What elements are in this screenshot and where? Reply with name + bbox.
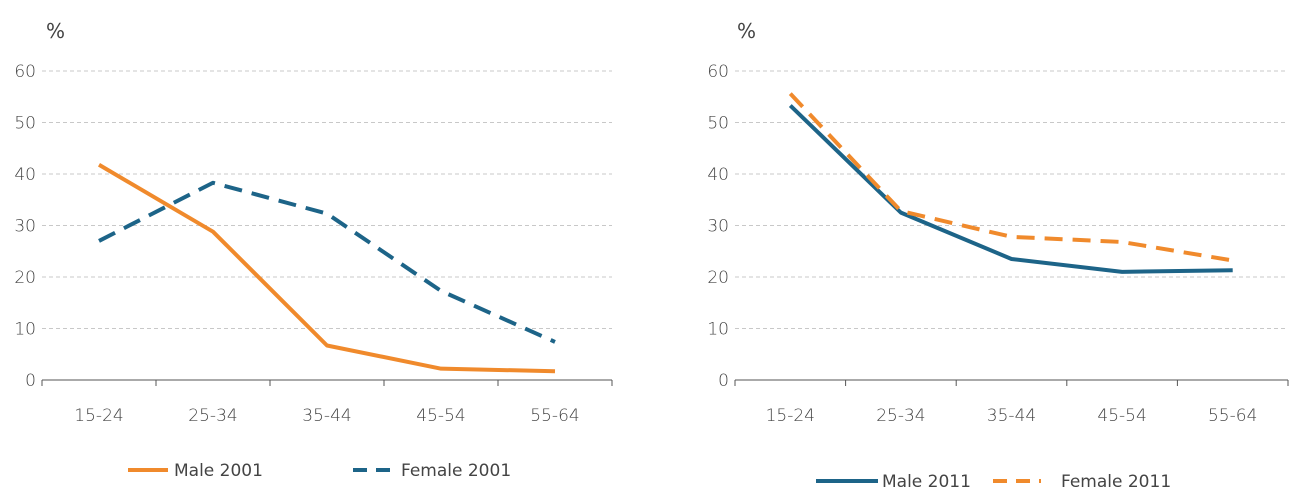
x-tick-label: 25-34 [876,406,925,426]
y-tick-label: 60 [14,62,36,82]
y-tick-label: 30 [14,217,36,237]
y-tick-label: 10 [14,320,36,340]
y-tick-label: 50 [14,114,36,134]
x-tick-label: 25-34 [188,406,237,426]
y-tick-label: 0 [25,371,36,391]
series-line-male-2011 [788,104,1233,274]
y-tick-label: 10 [707,320,729,340]
series-line-female-2011 [788,92,1234,263]
x-tick-label: 35-44 [302,406,351,426]
x-tick-label: 15-24 [766,406,815,426]
legend-label: Male 2001 [174,461,263,481]
y-tick-label: 0 [718,371,729,391]
series-line-female-2001 [98,180,556,344]
y-tick-label: 60 [707,62,729,82]
y-tick-label: 20 [14,268,36,288]
y-tick-label: 40 [707,165,729,185]
y-tick-label: 30 [707,217,729,237]
legend-label: Female 2001 [401,461,511,481]
legend-label: Male 2011 [882,472,971,489]
series-line-male-2001 [97,163,556,374]
x-tick-label: 55-64 [530,406,579,426]
chart-right: % 0 10 20 30 40 50 60 15-24 25-34 35-44 45-54 55-64 M… [707,19,1289,489]
x-tick-label: 15-24 [74,406,123,426]
y-tick-label: 50 [707,114,729,134]
x-tick-label: 55-64 [1208,406,1257,426]
y-unit-label: % [46,19,65,43]
y-unit-label: % [737,19,756,43]
legend-label: Female 2011 [1061,472,1171,489]
x-tick-label: 45-54 [1097,406,1146,426]
chart-left: % 0 10 20 30 40 50 60 15-24 25-34 35-44 45-54 55-64 M… [14,19,613,481]
x-tick-label: 45-54 [416,406,465,426]
x-tick-label: 35-44 [987,406,1036,426]
y-tick-label: 20 [707,268,729,288]
y-tick-label: 40 [14,165,36,185]
